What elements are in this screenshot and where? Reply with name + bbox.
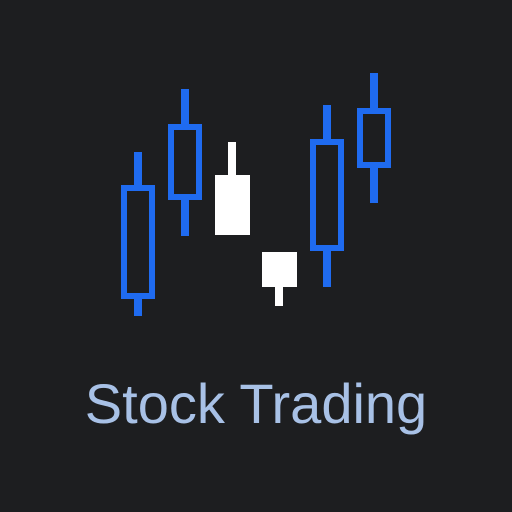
candle-1 bbox=[121, 152, 155, 316]
candle-6 bbox=[357, 73, 391, 203]
candle-3 bbox=[215, 142, 250, 235]
candle-5-body bbox=[310, 139, 344, 251]
candlestick-chart-icon bbox=[121, 73, 391, 316]
candle-2-body bbox=[168, 124, 202, 200]
candle-3-wick bbox=[228, 142, 236, 182]
candle-3-body bbox=[215, 175, 250, 235]
candle-2 bbox=[168, 89, 202, 236]
candle-5 bbox=[310, 105, 344, 287]
logo-title: Stock Trading bbox=[84, 372, 428, 435]
candle-4-body bbox=[262, 252, 297, 287]
candle-4-wick bbox=[275, 280, 283, 306]
candle-1-body bbox=[121, 185, 155, 299]
candle-4 bbox=[262, 252, 297, 306]
candle-6-body bbox=[357, 108, 391, 168]
